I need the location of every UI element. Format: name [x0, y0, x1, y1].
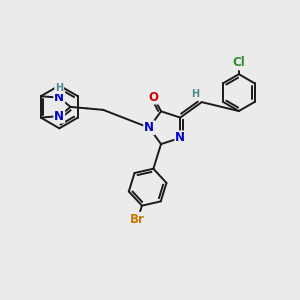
Text: N: N	[54, 91, 64, 104]
Text: N: N	[144, 121, 154, 134]
Text: N: N	[175, 131, 185, 144]
Text: O: O	[148, 91, 159, 103]
Text: H: H	[191, 89, 199, 99]
Text: Br: Br	[130, 213, 145, 226]
Text: Cl: Cl	[232, 56, 245, 69]
Text: H: H	[55, 83, 63, 93]
Text: N: N	[54, 110, 64, 123]
